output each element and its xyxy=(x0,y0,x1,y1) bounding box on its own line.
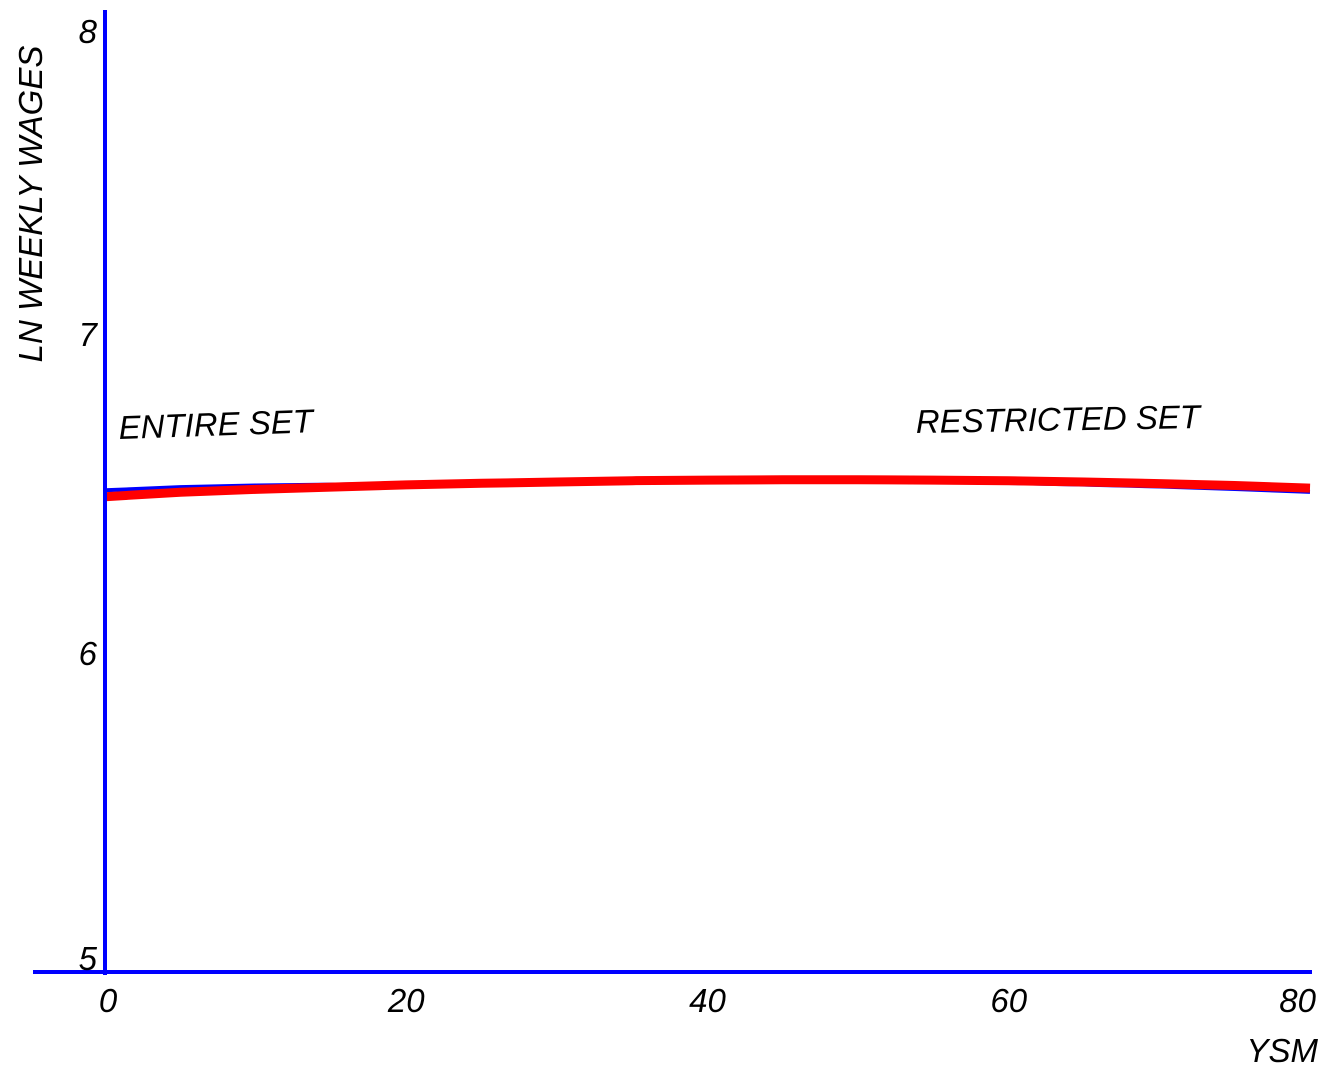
y-tick-label: 8 xyxy=(79,13,98,50)
y-axis-label: LN WEEKLY WAGES xyxy=(12,46,49,363)
annotation-entire-set: ENTIRE SET xyxy=(118,402,316,446)
series-line-restricted xyxy=(104,475,1311,502)
x-tick-label: 80 xyxy=(1279,982,1316,1019)
y-tick-label: 6 xyxy=(79,635,98,672)
series-layer xyxy=(104,475,1311,502)
x-tick-label: 40 xyxy=(689,982,726,1019)
y-tick-label: 7 xyxy=(79,316,99,353)
x-tick-label: 20 xyxy=(387,982,425,1019)
y-tick-label: 5 xyxy=(79,940,98,977)
x-tick-label: 60 xyxy=(990,982,1027,1019)
axis-layer xyxy=(33,10,1312,975)
annotation-restricted-set: RESTRICTED SET xyxy=(915,398,1203,440)
label-layer: 0 20 40 60 80 5 6 7 8 YSM LN WEEKLY WAGES ENTIRE SE… xyxy=(12,13,1319,1067)
x-tick-label: 0 xyxy=(99,982,118,1019)
x-axis-label: YSM xyxy=(1246,1032,1318,1067)
